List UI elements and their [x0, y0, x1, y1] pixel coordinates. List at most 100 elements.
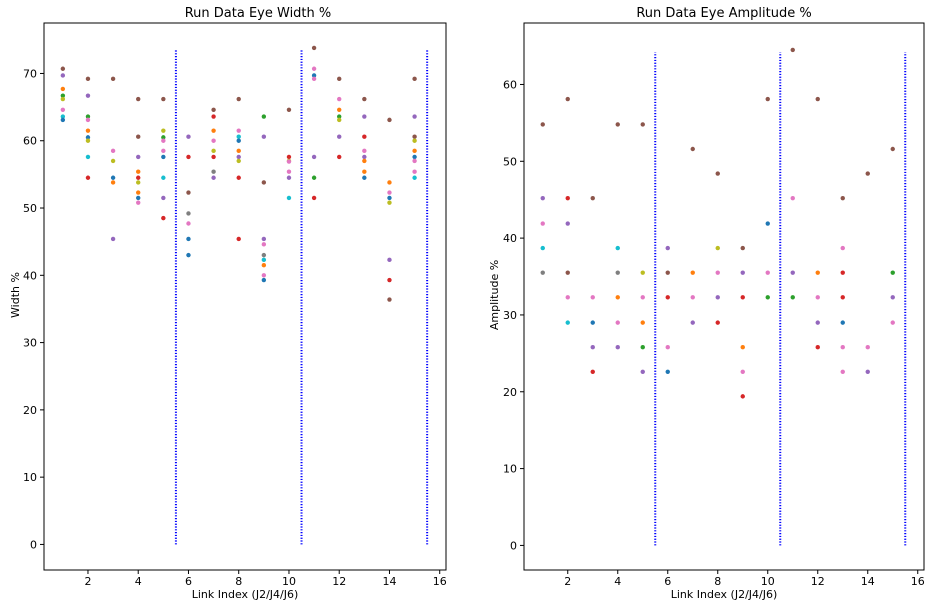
data-point: [261, 277, 267, 283]
data-point: [261, 236, 267, 242]
x-tick-label: 12: [811, 575, 825, 588]
data-point: [136, 96, 141, 102]
amplitude-chart-panel: Run Data Eye Amplitude % Link Index (J2/…: [488, 6, 925, 601]
data-point: [565, 96, 570, 102]
data-point: [640, 320, 645, 325]
data-point: [261, 257, 267, 263]
x-tick-label: 6: [664, 575, 671, 588]
data-point: [261, 252, 267, 258]
data-point: [261, 273, 267, 278]
data-point: [387, 257, 392, 263]
data-point: [161, 135, 166, 140]
chart-title: Run Data Eye Width %: [185, 6, 332, 21]
data-point: [261, 114, 267, 119]
data-point: [261, 263, 267, 268]
data-point: [186, 252, 191, 258]
plot-frame: [43, 22, 447, 571]
data-point: [136, 180, 141, 185]
data-point: [211, 138, 216, 143]
data-point: [412, 154, 417, 160]
data-point: [261, 134, 267, 139]
data-point: [387, 297, 392, 302]
data-point: [311, 195, 317, 201]
data-point: [590, 345, 595, 350]
data-point: [690, 270, 695, 275]
data-point: [715, 320, 720, 325]
data-point: [60, 73, 66, 78]
data-point: [715, 171, 720, 176]
data-point: [211, 148, 216, 154]
x-tick-label: 10: [282, 575, 296, 588]
data-point: [186, 154, 191, 160]
data-point: [565, 320, 570, 325]
data-point: [211, 169, 216, 174]
data-point: [236, 158, 241, 164]
data-point: [136, 195, 141, 201]
data-point: [236, 134, 241, 139]
data-point: [136, 169, 141, 174]
data-point: [840, 320, 845, 325]
y-tick-label: 40: [23, 269, 37, 282]
data-point: [815, 96, 820, 102]
data-point: [387, 277, 392, 283]
data-point: [790, 270, 795, 275]
data-point: [412, 114, 417, 119]
data-point: [690, 320, 695, 325]
data-point: [865, 345, 870, 350]
data-point: [640, 345, 645, 350]
data-point: [815, 345, 820, 350]
data-point: [337, 154, 342, 160]
x-axis-label: Link Index (J2/J4/J6): [671, 588, 778, 601]
data-point: [60, 93, 66, 98]
y-tick-label: 60: [23, 135, 37, 148]
data-point: [565, 195, 570, 201]
data-point: [337, 117, 342, 123]
y-tick-label: 10: [503, 463, 517, 476]
data-point: [161, 175, 166, 180]
data-point: [286, 195, 292, 201]
data-point: [890, 270, 895, 275]
y-tick-label: 70: [23, 67, 37, 80]
x-tick-label: 16: [911, 575, 925, 588]
data-point: [236, 128, 241, 133]
data-point: [840, 245, 845, 251]
data-point: [412, 158, 417, 164]
data-point: [85, 93, 91, 98]
data-point: [211, 114, 216, 119]
data-point: [815, 295, 820, 300]
data-point: [387, 117, 392, 123]
data-point: [865, 171, 870, 176]
data-point: [615, 320, 620, 325]
data-point: [186, 134, 191, 139]
data-point: [60, 86, 66, 92]
data-point: [60, 117, 66, 123]
data-point: [790, 47, 795, 53]
data-point: [387, 190, 392, 195]
data-point: [590, 195, 595, 201]
data-point: [85, 117, 91, 123]
data-point: [715, 245, 720, 251]
data-point: [890, 146, 895, 152]
data-point: [890, 320, 895, 325]
data-point: [337, 76, 342, 82]
data-point: [640, 122, 645, 127]
data-point: [590, 320, 595, 325]
data-point: [186, 236, 191, 242]
data-point: [740, 245, 745, 251]
data-point: [765, 270, 770, 275]
data-point: [60, 66, 66, 71]
x-tick-label: 8: [235, 575, 242, 588]
y-tick-label: 40: [503, 232, 517, 245]
y-axis-label: Width %: [9, 272, 22, 318]
data-point: [161, 128, 166, 133]
data-point: [590, 295, 595, 300]
data-point: [110, 175, 116, 180]
data-point: [311, 73, 317, 78]
y-tick-label: 30: [23, 337, 37, 350]
y-tick-label: 60: [503, 78, 517, 91]
data-point: [236, 138, 241, 143]
data-point: [85, 128, 91, 133]
data-point: [840, 195, 845, 201]
data-point: [85, 138, 91, 143]
data-point: [840, 270, 845, 275]
